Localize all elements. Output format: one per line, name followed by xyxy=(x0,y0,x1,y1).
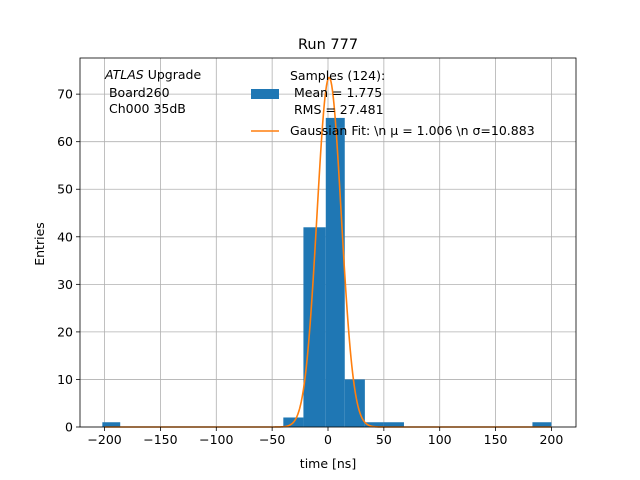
histogram-bar xyxy=(532,422,552,427)
legend-hist-line-2: Mean = 1.775 xyxy=(290,85,382,100)
x-tick-label: −100 xyxy=(199,432,233,447)
y-tick-label: 50 xyxy=(57,182,73,197)
legend-hist-line-1: Samples (124): xyxy=(290,68,385,83)
axes xyxy=(76,57,577,431)
tick-labels: −200 −150 −100 −50 0 50 100 150 200 0 10 20 30 40 50 60… xyxy=(57,87,563,447)
y-tick-label: 60 xyxy=(57,134,73,149)
x-tick-label: −150 xyxy=(143,432,177,447)
annotation-upgrade: Upgrade xyxy=(144,67,202,82)
histogram-bar xyxy=(364,422,384,427)
legend-fit-label: Gaussian Fit: \n μ = 1.006 \n σ=10.883 xyxy=(290,123,535,138)
y-tick-label: 40 xyxy=(57,229,73,244)
histogram-bar xyxy=(383,422,404,427)
x-tick-label: 50 xyxy=(376,432,392,447)
histogram-bar xyxy=(325,127,345,427)
x-tick-label: 150 xyxy=(484,432,508,447)
y-tick-label: 70 xyxy=(57,87,73,102)
x-axis-label: time [ns] xyxy=(300,456,356,471)
annotation-line-1: ATLAS Upgrade xyxy=(104,67,201,82)
y-tick-label: 20 xyxy=(57,324,73,339)
legend: Samples (124): Mean = 1.775 RMS = 27.481… xyxy=(251,68,535,138)
x-tick-label: 0 xyxy=(324,432,332,447)
chart-title: Run 777 xyxy=(298,37,358,53)
histogram-bar xyxy=(303,227,326,427)
annotation-line-2: Board260 xyxy=(105,85,170,100)
histogram-bar xyxy=(102,422,121,427)
annotation-atlas: ATLAS xyxy=(104,67,144,82)
atlas-annotation: ATLAS Upgrade Board260 Ch000 35dB xyxy=(104,67,201,116)
plot-frame xyxy=(79,57,577,428)
y-axis-label: Entries xyxy=(32,222,47,266)
annotation-line-3: Ch000 35dB xyxy=(105,101,186,116)
y-tick-label: 0 xyxy=(65,420,73,435)
histogram-bar xyxy=(344,379,365,427)
x-tick-label: 200 xyxy=(539,432,563,447)
x-tick-label: −200 xyxy=(87,432,121,447)
y-tick-label: 30 xyxy=(57,277,73,292)
y-tick-label: 10 xyxy=(57,372,73,387)
x-tick-label: 100 xyxy=(428,432,452,447)
legend-hist-swatch xyxy=(251,89,279,99)
x-tick-label: −50 xyxy=(259,432,285,447)
histogram-bars xyxy=(102,117,552,427)
legend-hist-line-3: RMS = 27.481 xyxy=(290,102,384,117)
